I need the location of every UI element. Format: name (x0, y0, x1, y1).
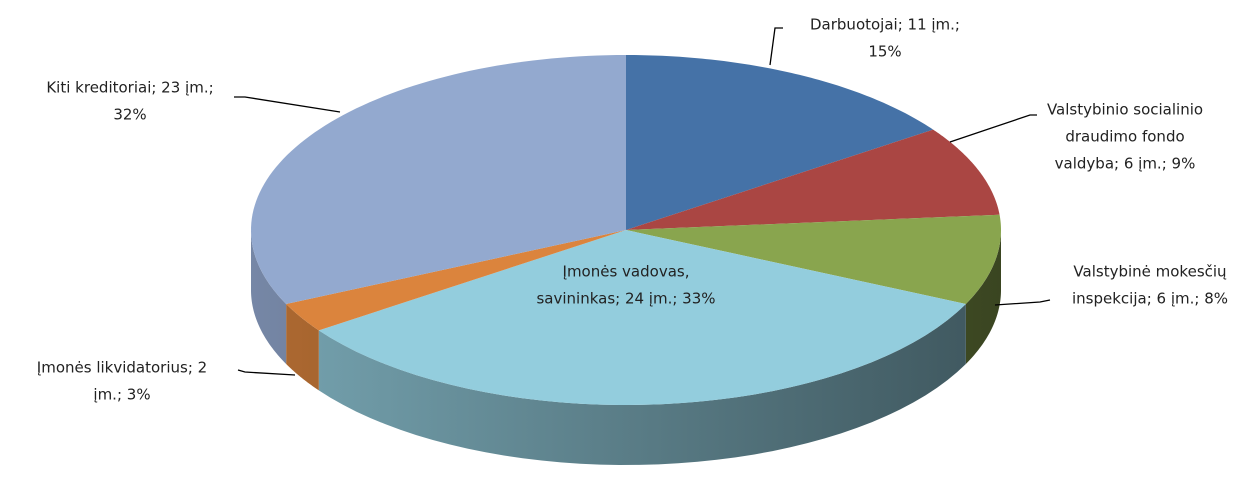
slice-side (965, 230, 1001, 364)
data-label: Įmonės vadovas, (563, 263, 690, 281)
leader-line (237, 369, 296, 376)
data-label: Darbuotojai; 11 įm.; (810, 16, 960, 34)
slice (626, 129, 1000, 230)
slice (251, 55, 626, 304)
slice-side (318, 303, 966, 465)
data-label: Valstybinė mokesčių (1073, 263, 1227, 281)
data-label: Įmonės likvidatorius; 2 (37, 359, 207, 377)
data-label: 15% (868, 43, 901, 61)
data-label: įm.; 3% (93, 386, 150, 404)
slice (626, 214, 1001, 304)
slice (626, 55, 934, 230)
slice-side (251, 230, 287, 364)
data-label: draudimo fondo (1065, 128, 1184, 146)
slice (318, 230, 966, 405)
leader-line (234, 96, 341, 113)
leader-line (994, 299, 1051, 306)
data-label: savininkas; 24 įm.; 33% (536, 290, 715, 308)
slice (286, 230, 626, 331)
leader-line (949, 114, 1037, 143)
data-label: 32% (113, 106, 146, 124)
slice-side (286, 303, 319, 391)
data-label: inspekcija; 6 įm.; 8% (1072, 290, 1228, 308)
leader-line (769, 27, 783, 66)
data-label: Kiti kreditoriai; 23 įm.; (46, 79, 213, 97)
data-label: valdyba; 6 įm.; 9% (1055, 155, 1196, 173)
data-label: Valstybinio socialinio (1047, 101, 1203, 119)
